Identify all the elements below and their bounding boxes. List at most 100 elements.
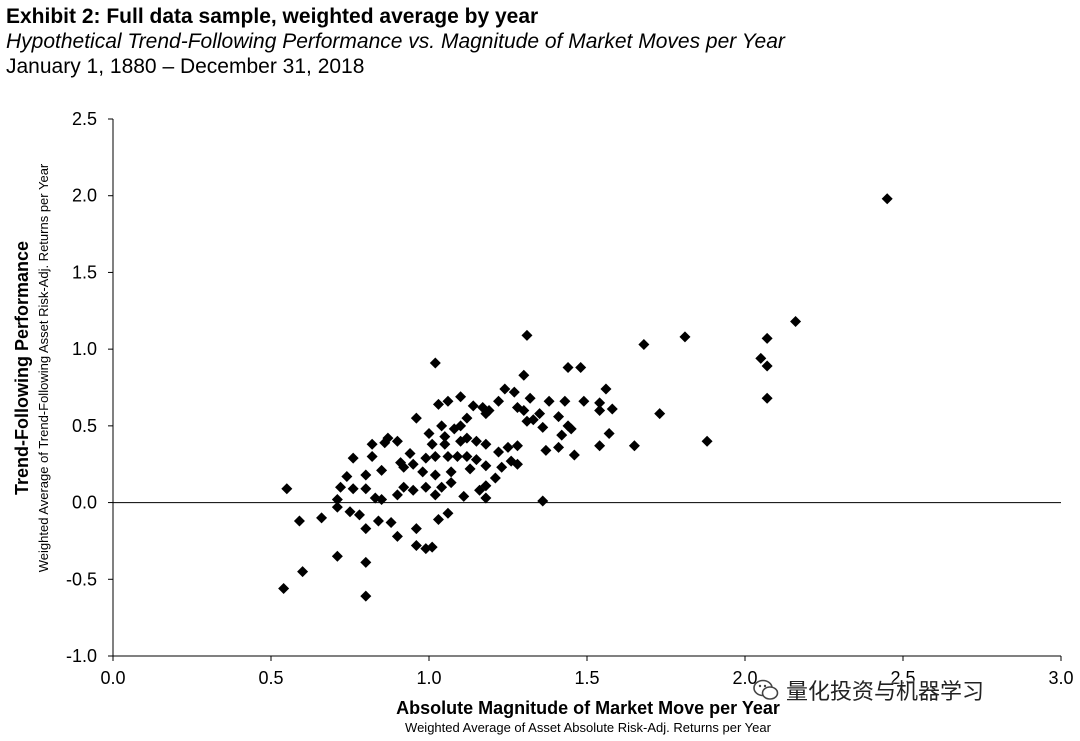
data-point — [278, 582, 290, 594]
x-tick-label: 3.0 — [1048, 668, 1073, 688]
data-point — [761, 360, 773, 372]
y-tick-label: -0.5 — [66, 569, 97, 589]
data-point — [420, 481, 432, 493]
data-point — [540, 444, 552, 456]
data-point — [594, 397, 606, 409]
data-point — [594, 440, 606, 452]
data-point — [391, 530, 403, 542]
y-tick-label: 2.0 — [72, 186, 97, 206]
watermark: 量化投资与机器学习 — [752, 674, 984, 706]
y-axis-label: Trend-Following Performance — [12, 241, 32, 495]
data-point — [410, 540, 422, 552]
data-point — [316, 512, 328, 524]
data-point — [470, 454, 482, 466]
data-point — [606, 403, 618, 415]
data-point — [562, 362, 574, 374]
data-point — [398, 481, 410, 493]
data-point — [297, 566, 309, 578]
data-point — [575, 362, 587, 374]
x-tick-label: 2.5 — [890, 668, 915, 688]
data-point — [654, 408, 666, 420]
data-point — [360, 556, 372, 568]
data-point — [553, 411, 565, 423]
data-point — [432, 513, 444, 525]
data-point — [493, 395, 505, 407]
data-point — [423, 428, 435, 440]
x-axis-label: Absolute Magnitude of Market Move per Ye… — [396, 698, 780, 718]
data-point — [470, 435, 482, 447]
data-point — [420, 452, 432, 464]
data-point — [429, 469, 441, 481]
data-point — [578, 395, 590, 407]
data-point — [410, 412, 422, 424]
data-point — [474, 484, 486, 496]
data-point — [679, 331, 691, 343]
data-point — [511, 440, 523, 452]
data-point — [493, 446, 505, 458]
data-point — [410, 523, 422, 535]
data-point — [565, 423, 577, 435]
data-point — [376, 494, 388, 506]
data-point — [426, 541, 438, 553]
y-axis-sublabel: Weighted Average of Trend-Following Asse… — [36, 163, 51, 572]
data-point — [790, 316, 802, 328]
data-point — [281, 483, 293, 495]
data-point — [360, 469, 372, 481]
data-point — [508, 386, 520, 398]
data-point — [385, 517, 397, 529]
data-point — [502, 441, 514, 453]
data-point — [360, 523, 372, 535]
data-point — [553, 441, 565, 453]
data-point — [439, 431, 451, 443]
data-point — [398, 461, 410, 473]
data-point — [467, 400, 479, 412]
data-point — [455, 391, 467, 403]
x-tick-label: 0.0 — [100, 668, 125, 688]
data-point — [518, 369, 530, 381]
data-point — [511, 458, 523, 470]
data-point — [464, 463, 476, 475]
y-tick-label: 1.5 — [72, 262, 97, 282]
data-point — [347, 452, 359, 464]
x-tick-label: 1.0 — [416, 668, 441, 688]
data-point — [496, 461, 508, 473]
data-point — [628, 440, 640, 452]
data-point — [448, 423, 460, 435]
data-point — [429, 451, 441, 463]
data-point — [436, 481, 448, 493]
data-point — [331, 550, 343, 562]
y-tick-label: -1.0 — [66, 646, 97, 666]
data-point — [372, 515, 384, 527]
data-point — [499, 383, 511, 395]
data-point — [455, 435, 467, 447]
data-point — [480, 438, 492, 450]
data-point — [451, 451, 463, 463]
data-point — [480, 460, 492, 472]
data-point — [344, 506, 356, 518]
data-point — [379, 437, 391, 449]
data-point — [404, 447, 416, 459]
data-point — [360, 590, 372, 602]
data-point — [353, 509, 365, 521]
data-point — [489, 472, 501, 484]
data-point — [341, 470, 353, 482]
data-point — [335, 481, 347, 493]
data-point — [331, 494, 343, 506]
data-point — [391, 435, 403, 447]
data-point — [521, 415, 533, 427]
data-point — [293, 515, 305, 527]
data-point — [366, 438, 378, 450]
y-tick-label: 1.0 — [72, 339, 97, 359]
chart-subtitle: Hypothetical Trend-Following Performance… — [6, 30, 785, 53]
data-point — [376, 464, 388, 476]
data-point — [543, 395, 555, 407]
data-point — [366, 451, 378, 463]
data-point — [432, 398, 444, 410]
data-point — [755, 352, 767, 364]
data-point — [445, 466, 457, 478]
data-point — [461, 412, 473, 424]
data-point — [331, 501, 343, 513]
data-point — [537, 495, 549, 507]
y-axis: 2.5 2.0 1.5 1.0 0.5 0.0 -0.5 -1.0 — [66, 109, 113, 666]
data-point — [458, 490, 470, 502]
